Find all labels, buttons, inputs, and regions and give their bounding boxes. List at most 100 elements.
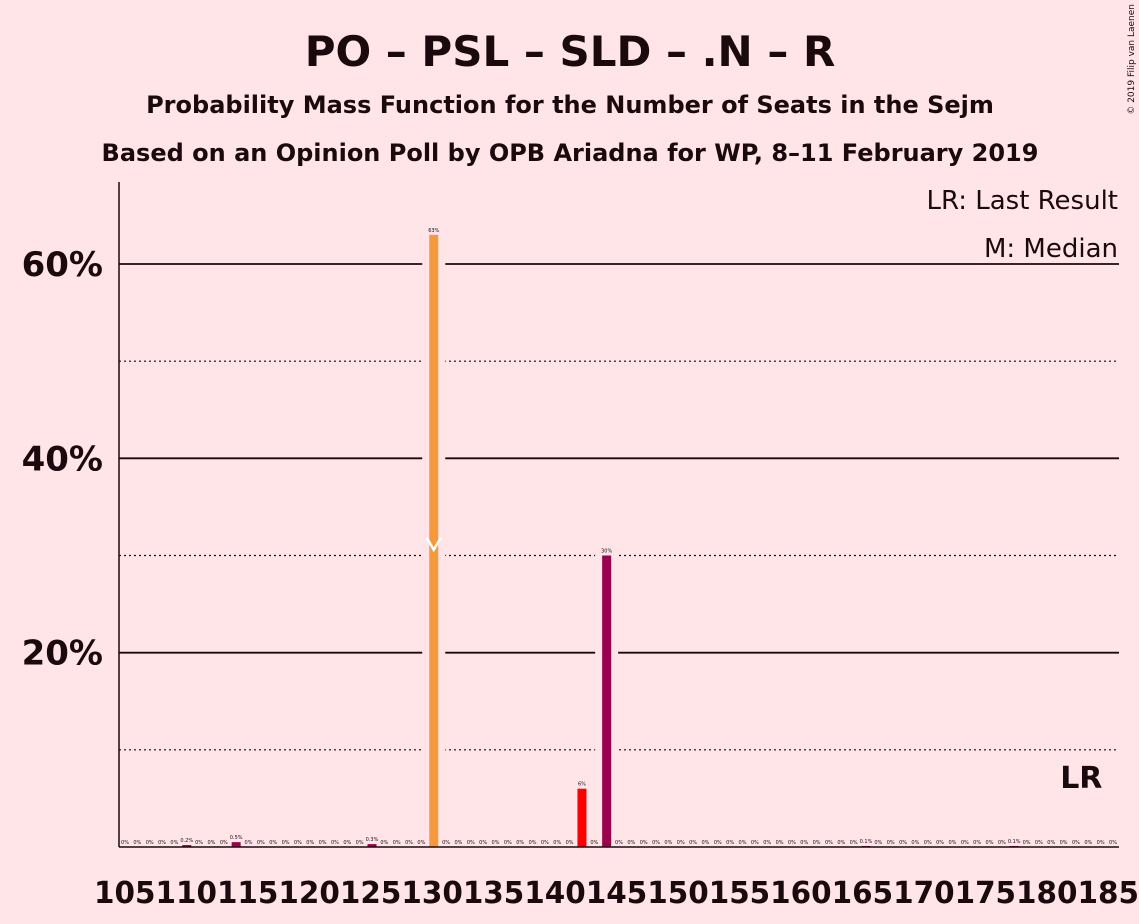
bar-label-seat-127: 0% bbox=[393, 840, 401, 846]
bar-label-seat-174: 0% bbox=[973, 840, 981, 846]
bar-label-seat-141: 0% bbox=[566, 840, 574, 846]
bar-label-seat-156: 0% bbox=[751, 840, 759, 846]
chart-source: Based on an Opinion Poll by OPB Ariadna … bbox=[102, 139, 1039, 167]
bar-label-seat-138: 0% bbox=[529, 840, 537, 846]
x-tick-label: 175 bbox=[955, 876, 1016, 911]
bars bbox=[182, 232, 1019, 848]
y-axis: 20% 40% 60% bbox=[22, 182, 120, 847]
legend-median: M: Median bbox=[984, 234, 1118, 264]
bar-label-seat-181: 0% bbox=[1060, 840, 1068, 846]
bar-label-seat-157: 0% bbox=[763, 840, 771, 846]
bar-label-seat-154: 0% bbox=[726, 840, 734, 846]
x-tick-label: 155 bbox=[709, 876, 770, 911]
bar-label-seat-144: 30% bbox=[601, 549, 612, 555]
bar-label-seat-145: 0% bbox=[615, 840, 623, 846]
bar-label-seat-142: 6% bbox=[578, 782, 586, 788]
bar-label-seat-136: 0% bbox=[504, 840, 512, 846]
bar-label-seat-123: 0% bbox=[343, 840, 351, 846]
bar-label-seat-176: 0% bbox=[998, 840, 1006, 846]
bar-label-seat-166: 0% bbox=[874, 840, 882, 846]
bar-label-seat-140: 0% bbox=[553, 840, 561, 846]
bar-label-seat-173: 0% bbox=[961, 840, 969, 846]
bar-label-seat-183: 0% bbox=[1084, 840, 1092, 846]
bar-label-seat-112: 0% bbox=[207, 840, 215, 846]
bar-label-seat-150: 0% bbox=[677, 840, 685, 846]
bar-label-seat-126: 0% bbox=[380, 840, 388, 846]
bar-label-seat-161: 0% bbox=[813, 840, 821, 846]
bar-label-seat-143: 0% bbox=[590, 840, 598, 846]
copyright-notice: © 2019 Filip van Laenen bbox=[1127, 4, 1137, 115]
bar-label-seat-155: 0% bbox=[739, 840, 747, 846]
bar-label-seat-121: 0% bbox=[319, 840, 327, 846]
x-tick-label: 130 bbox=[401, 876, 462, 911]
bar-label-seat-171: 0% bbox=[936, 840, 944, 846]
x-tick-label: 150 bbox=[647, 876, 708, 911]
x-tick-label: 120 bbox=[278, 876, 339, 911]
bar-label-seat-164: 0% bbox=[850, 840, 858, 846]
bar-label-seat-169: 0% bbox=[911, 840, 919, 846]
legend-last-result: LR: Last Result bbox=[926, 186, 1118, 216]
y-tick-label: 20% bbox=[22, 634, 103, 674]
x-tick-label: 165 bbox=[832, 876, 893, 911]
bar-label-seat-108: 0% bbox=[158, 840, 166, 846]
x-tick-label: 160 bbox=[770, 876, 831, 911]
bar-label-seat-165: 0.1% bbox=[860, 839, 873, 845]
bar-label-seat-167: 0% bbox=[887, 840, 895, 846]
x-tick-label: 185 bbox=[1078, 876, 1139, 911]
bar-label-seat-109: 0% bbox=[170, 840, 178, 846]
last-result-marker: LR bbox=[1060, 761, 1102, 796]
bar-label-seat-149: 0% bbox=[664, 840, 672, 846]
bar-label-seat-110: 0.2% bbox=[180, 838, 193, 844]
bar-seat-144 bbox=[602, 555, 612, 847]
bar-label-seat-115: 0% bbox=[245, 840, 253, 846]
bar-label-seat-178: 0% bbox=[1023, 840, 1031, 846]
y-tick-label: 60% bbox=[22, 245, 103, 285]
bar-label-seat-111: 0% bbox=[195, 840, 203, 846]
bar-label-seat-139: 0% bbox=[541, 840, 549, 846]
bar-label-seat-185: 0% bbox=[1109, 840, 1117, 846]
bar-label-seat-151: 0% bbox=[689, 840, 697, 846]
bar-label-seat-147: 0% bbox=[640, 840, 648, 846]
bar-label-seat-137: 0% bbox=[516, 840, 524, 846]
bar-label-seat-172: 0% bbox=[948, 840, 956, 846]
median-marker bbox=[425, 537, 442, 553]
bar-label-seat-113: 0% bbox=[220, 840, 228, 846]
bar-label-seat-175: 0% bbox=[986, 840, 994, 846]
x-tick-label: 115 bbox=[217, 876, 278, 911]
bar-label-seat-159: 0% bbox=[788, 840, 796, 846]
x-tick-label: 125 bbox=[340, 876, 401, 911]
bar-seat-142 bbox=[577, 788, 587, 847]
bar-label-seat-119: 0% bbox=[294, 840, 302, 846]
x-tick-label: 145 bbox=[586, 876, 647, 911]
chart-subtitle: Probability Mass Function for the Number… bbox=[146, 91, 994, 119]
bar-label-seat-160: 0% bbox=[800, 840, 808, 846]
bar-seat-125 bbox=[367, 844, 377, 847]
bar-label-seat-146: 0% bbox=[627, 840, 635, 846]
bar-label-seat-170: 0% bbox=[924, 840, 932, 846]
x-tick-label: 180 bbox=[1016, 876, 1077, 911]
x-tick-label: 110 bbox=[155, 876, 216, 911]
x-tick-label: 135 bbox=[463, 876, 524, 911]
bar-label-seat-134: 0% bbox=[479, 840, 487, 846]
bar-label-seat-129: 0% bbox=[417, 840, 425, 846]
bar-label-seat-182: 0% bbox=[1072, 840, 1080, 846]
bar-label-seat-128: 0% bbox=[405, 840, 413, 846]
gridlines bbox=[119, 263, 1119, 751]
bar-label-seat-132: 0% bbox=[454, 840, 462, 846]
x-tick-label: 140 bbox=[524, 876, 585, 911]
bar-label-seat-117: 0% bbox=[269, 840, 277, 846]
bar-label-seat-133: 0% bbox=[467, 840, 475, 846]
x-tick-label: 105 bbox=[94, 876, 155, 911]
bar-label-seat-116: 0% bbox=[257, 840, 265, 846]
bar-label-seat-153: 0% bbox=[714, 840, 722, 846]
bar-label-seat-125: 0.3% bbox=[366, 837, 379, 843]
bar-label-seat-131: 0% bbox=[442, 840, 450, 846]
bar-seat-114 bbox=[231, 842, 241, 847]
x-tick-label: 170 bbox=[893, 876, 954, 911]
bar-label-seat-180: 0% bbox=[1047, 840, 1055, 846]
x-axis: 105 110 115 120 125 130 135 140 145 150 155 160 165 1… bbox=[94, 846, 1139, 911]
bar-label-seat-118: 0% bbox=[282, 840, 290, 846]
bar-label-seat-122: 0% bbox=[331, 840, 339, 846]
bar-label-seat-114: 0.5% bbox=[230, 835, 243, 841]
